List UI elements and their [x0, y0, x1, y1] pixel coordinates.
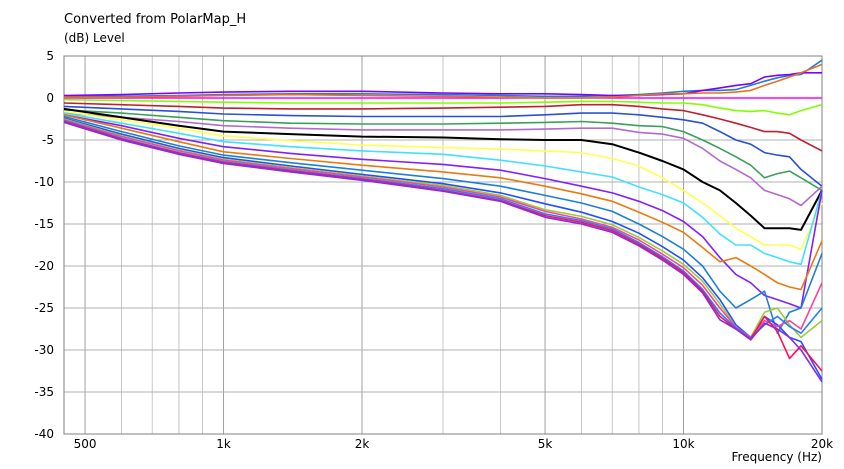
y-tick-label: -40 [34, 427, 54, 441]
y-tick-label: -30 [34, 343, 54, 357]
y-tick-label: 0 [46, 91, 54, 105]
y-tick-label: -10 [34, 175, 54, 189]
y-tick-label: -20 [34, 259, 54, 273]
series-line [64, 59, 823, 98]
x-axis-label: Frequency (Hz) [731, 450, 823, 464]
series-line [63, 115, 823, 335]
series-line [63, 112, 823, 266]
x-tick-label: 1k [216, 437, 231, 451]
y-tick-label: -15 [34, 217, 54, 231]
y-tick-label: -5 [42, 133, 54, 147]
series-line [63, 109, 823, 192]
series-line [63, 118, 823, 339]
series-line [63, 112, 823, 207]
series-line [63, 114, 823, 291]
series-line [63, 121, 823, 383]
series-line [64, 63, 823, 99]
series-line [63, 98, 823, 116]
x-tick-label: 10k [672, 437, 694, 451]
x-tick-label: 20k [811, 437, 833, 451]
y-tick-label: -35 [34, 385, 54, 399]
y-tick-label: -25 [34, 301, 54, 315]
y-tick-label: 5 [46, 49, 54, 63]
series-line [63, 105, 823, 187]
series-line [63, 102, 823, 152]
x-tick-label: 500 [74, 437, 97, 451]
series-line [63, 107, 823, 231]
x-tick-label: 5k [538, 437, 553, 451]
plot-frame [63, 55, 823, 435]
series-line [63, 114, 823, 309]
y-axis-label: (dB) Level [64, 31, 125, 45]
series-line [63, 117, 823, 380]
chart-title: Converted from PolarMap_H [64, 12, 247, 27]
series-line [63, 110, 823, 250]
x-tick-label: 2k [355, 437, 370, 451]
